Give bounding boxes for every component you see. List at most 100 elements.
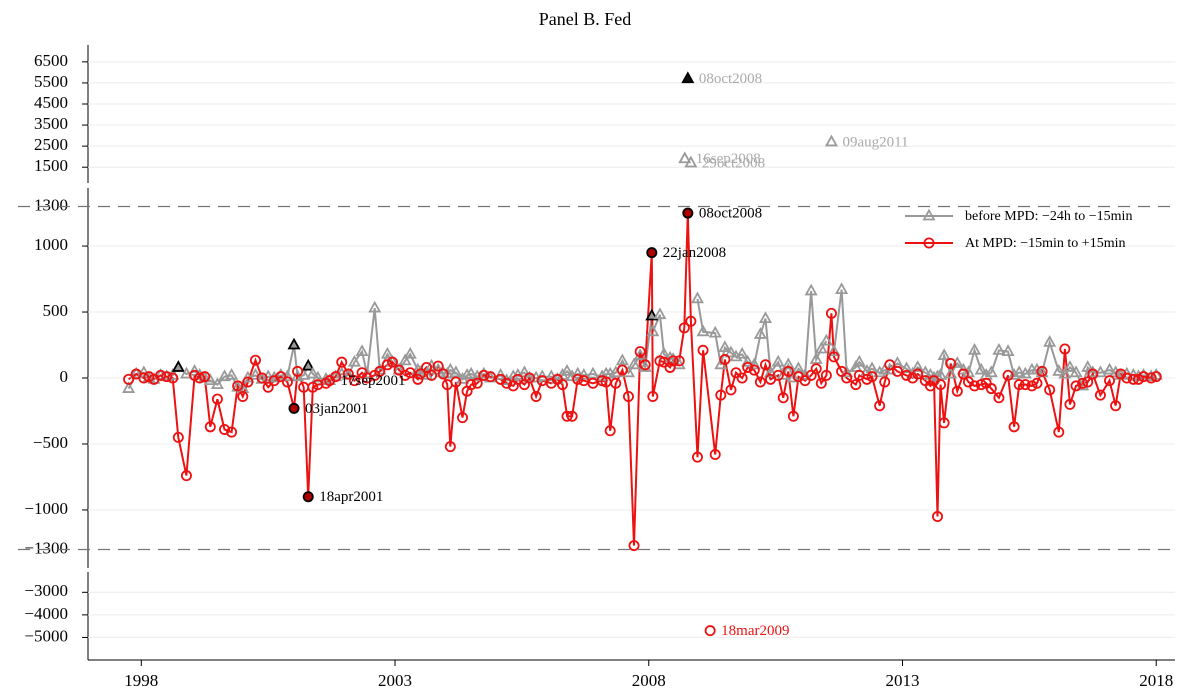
triangle-marker bbox=[1012, 365, 1026, 378]
circle-marker bbox=[616, 364, 628, 376]
triangle-marker bbox=[494, 368, 508, 380]
circle-marker bbox=[935, 379, 947, 391]
y-tick-label: 1500 bbox=[34, 156, 68, 175]
triangle-marker bbox=[460, 368, 474, 380]
circle-marker bbox=[172, 431, 184, 443]
circle-marker bbox=[667, 355, 679, 367]
circle-marker bbox=[754, 376, 766, 388]
circle-marker bbox=[719, 354, 731, 366]
annotation-label: 03jan2001 bbox=[305, 401, 368, 417]
circle-marker bbox=[1053, 426, 1065, 438]
circle-marker bbox=[412, 373, 424, 385]
triangle-marker bbox=[360, 366, 374, 379]
circle-marker bbox=[556, 379, 568, 391]
circle-marker bbox=[444, 441, 456, 453]
triangle-marker bbox=[764, 365, 778, 378]
circle-marker bbox=[815, 377, 827, 389]
circle-marker bbox=[471, 377, 483, 389]
triangle-marker bbox=[571, 366, 585, 379]
circle-marker bbox=[167, 372, 179, 384]
y-tick-label: 6500 bbox=[34, 51, 68, 70]
triangle-marker bbox=[1069, 365, 1083, 378]
triangle-marker bbox=[974, 362, 988, 375]
circle-marker bbox=[204, 421, 216, 433]
legend-label: At MPD: −15min to +15min bbox=[965, 236, 1125, 251]
triangle-marker bbox=[1109, 365, 1123, 378]
circle-marker bbox=[610, 377, 622, 389]
circle-marker bbox=[1019, 379, 1031, 391]
annotation-label: 22jan2008 bbox=[663, 245, 726, 261]
circle-marker bbox=[715, 389, 727, 401]
triangle-marker bbox=[646, 324, 660, 337]
circle-marker bbox=[923, 237, 935, 249]
circle-marker bbox=[685, 315, 697, 327]
circle-marker bbox=[561, 410, 573, 422]
annotation-label: 18apr2001 bbox=[319, 489, 383, 505]
y-tick-label: −1000 bbox=[24, 499, 68, 518]
circle-marker bbox=[1036, 365, 1048, 377]
triangle-marker bbox=[645, 308, 659, 321]
circle-marker bbox=[1121, 372, 1133, 384]
triangle-marker bbox=[225, 368, 239, 380]
circle-marker bbox=[138, 372, 150, 384]
circle-marker bbox=[194, 372, 206, 384]
triangle-marker bbox=[900, 361, 914, 374]
circle-marker bbox=[404, 367, 416, 379]
triangle-marker bbox=[274, 368, 288, 380]
circle-marker bbox=[211, 393, 223, 405]
circle-marker bbox=[646, 247, 658, 259]
annotation-label: 09aug2011 bbox=[842, 134, 908, 150]
circle-marker bbox=[123, 373, 135, 385]
circle-marker bbox=[622, 390, 634, 402]
circle-marker bbox=[501, 377, 513, 389]
circle-marker bbox=[1150, 371, 1162, 383]
triangle-marker bbox=[398, 353, 412, 366]
triangle-marker bbox=[615, 353, 629, 366]
y-tick-label: 0 bbox=[60, 367, 69, 386]
circle-marker bbox=[281, 376, 293, 388]
triangle-marker bbox=[819, 333, 833, 346]
triangle-marker bbox=[1086, 365, 1100, 378]
circle-marker bbox=[820, 369, 832, 381]
circle-marker bbox=[782, 365, 794, 377]
circle-marker bbox=[242, 376, 254, 388]
triangle-marker bbox=[464, 366, 478, 379]
circle-marker bbox=[342, 368, 354, 380]
circle-marker bbox=[1070, 380, 1082, 392]
annotation-label: 29oct2008 bbox=[702, 155, 765, 171]
triangle-marker bbox=[586, 366, 600, 379]
circle-marker bbox=[1145, 372, 1157, 384]
triangle-marker bbox=[627, 357, 641, 370]
circle-marker bbox=[199, 371, 211, 383]
triangle-marker bbox=[937, 348, 951, 360]
triangle-marker bbox=[403, 346, 417, 359]
triangle-marker bbox=[210, 377, 224, 389]
circle-marker bbox=[932, 511, 944, 523]
y-tick-label: 1300 bbox=[34, 195, 68, 214]
circle-marker bbox=[1002, 369, 1014, 381]
circle-marker bbox=[725, 384, 737, 396]
triangle-marker bbox=[1081, 360, 1095, 372]
y-tick-label: 5500 bbox=[34, 72, 68, 91]
triangle-marker bbox=[809, 352, 823, 364]
circle-marker bbox=[484, 371, 496, 383]
triangle-marker bbox=[347, 354, 361, 367]
triangle-marker bbox=[708, 325, 722, 338]
y-tick-label: 500 bbox=[43, 301, 69, 320]
circle-marker bbox=[957, 368, 969, 380]
triangle-marker bbox=[188, 364, 202, 376]
circle-marker bbox=[825, 307, 837, 319]
circle-marker bbox=[180, 470, 192, 482]
triangle-marker bbox=[179, 366, 193, 379]
circle-marker bbox=[828, 351, 840, 363]
circle-marker bbox=[866, 371, 878, 383]
circle-marker bbox=[386, 356, 398, 368]
circle-marker bbox=[697, 344, 709, 356]
circle-marker bbox=[709, 449, 721, 461]
triangle-marker bbox=[1043, 335, 1057, 347]
triangle-marker bbox=[638, 360, 652, 372]
annotation-label: 18mar2009 bbox=[721, 623, 789, 639]
circle-marker bbox=[1110, 400, 1122, 412]
triangle-marker bbox=[1052, 364, 1066, 376]
